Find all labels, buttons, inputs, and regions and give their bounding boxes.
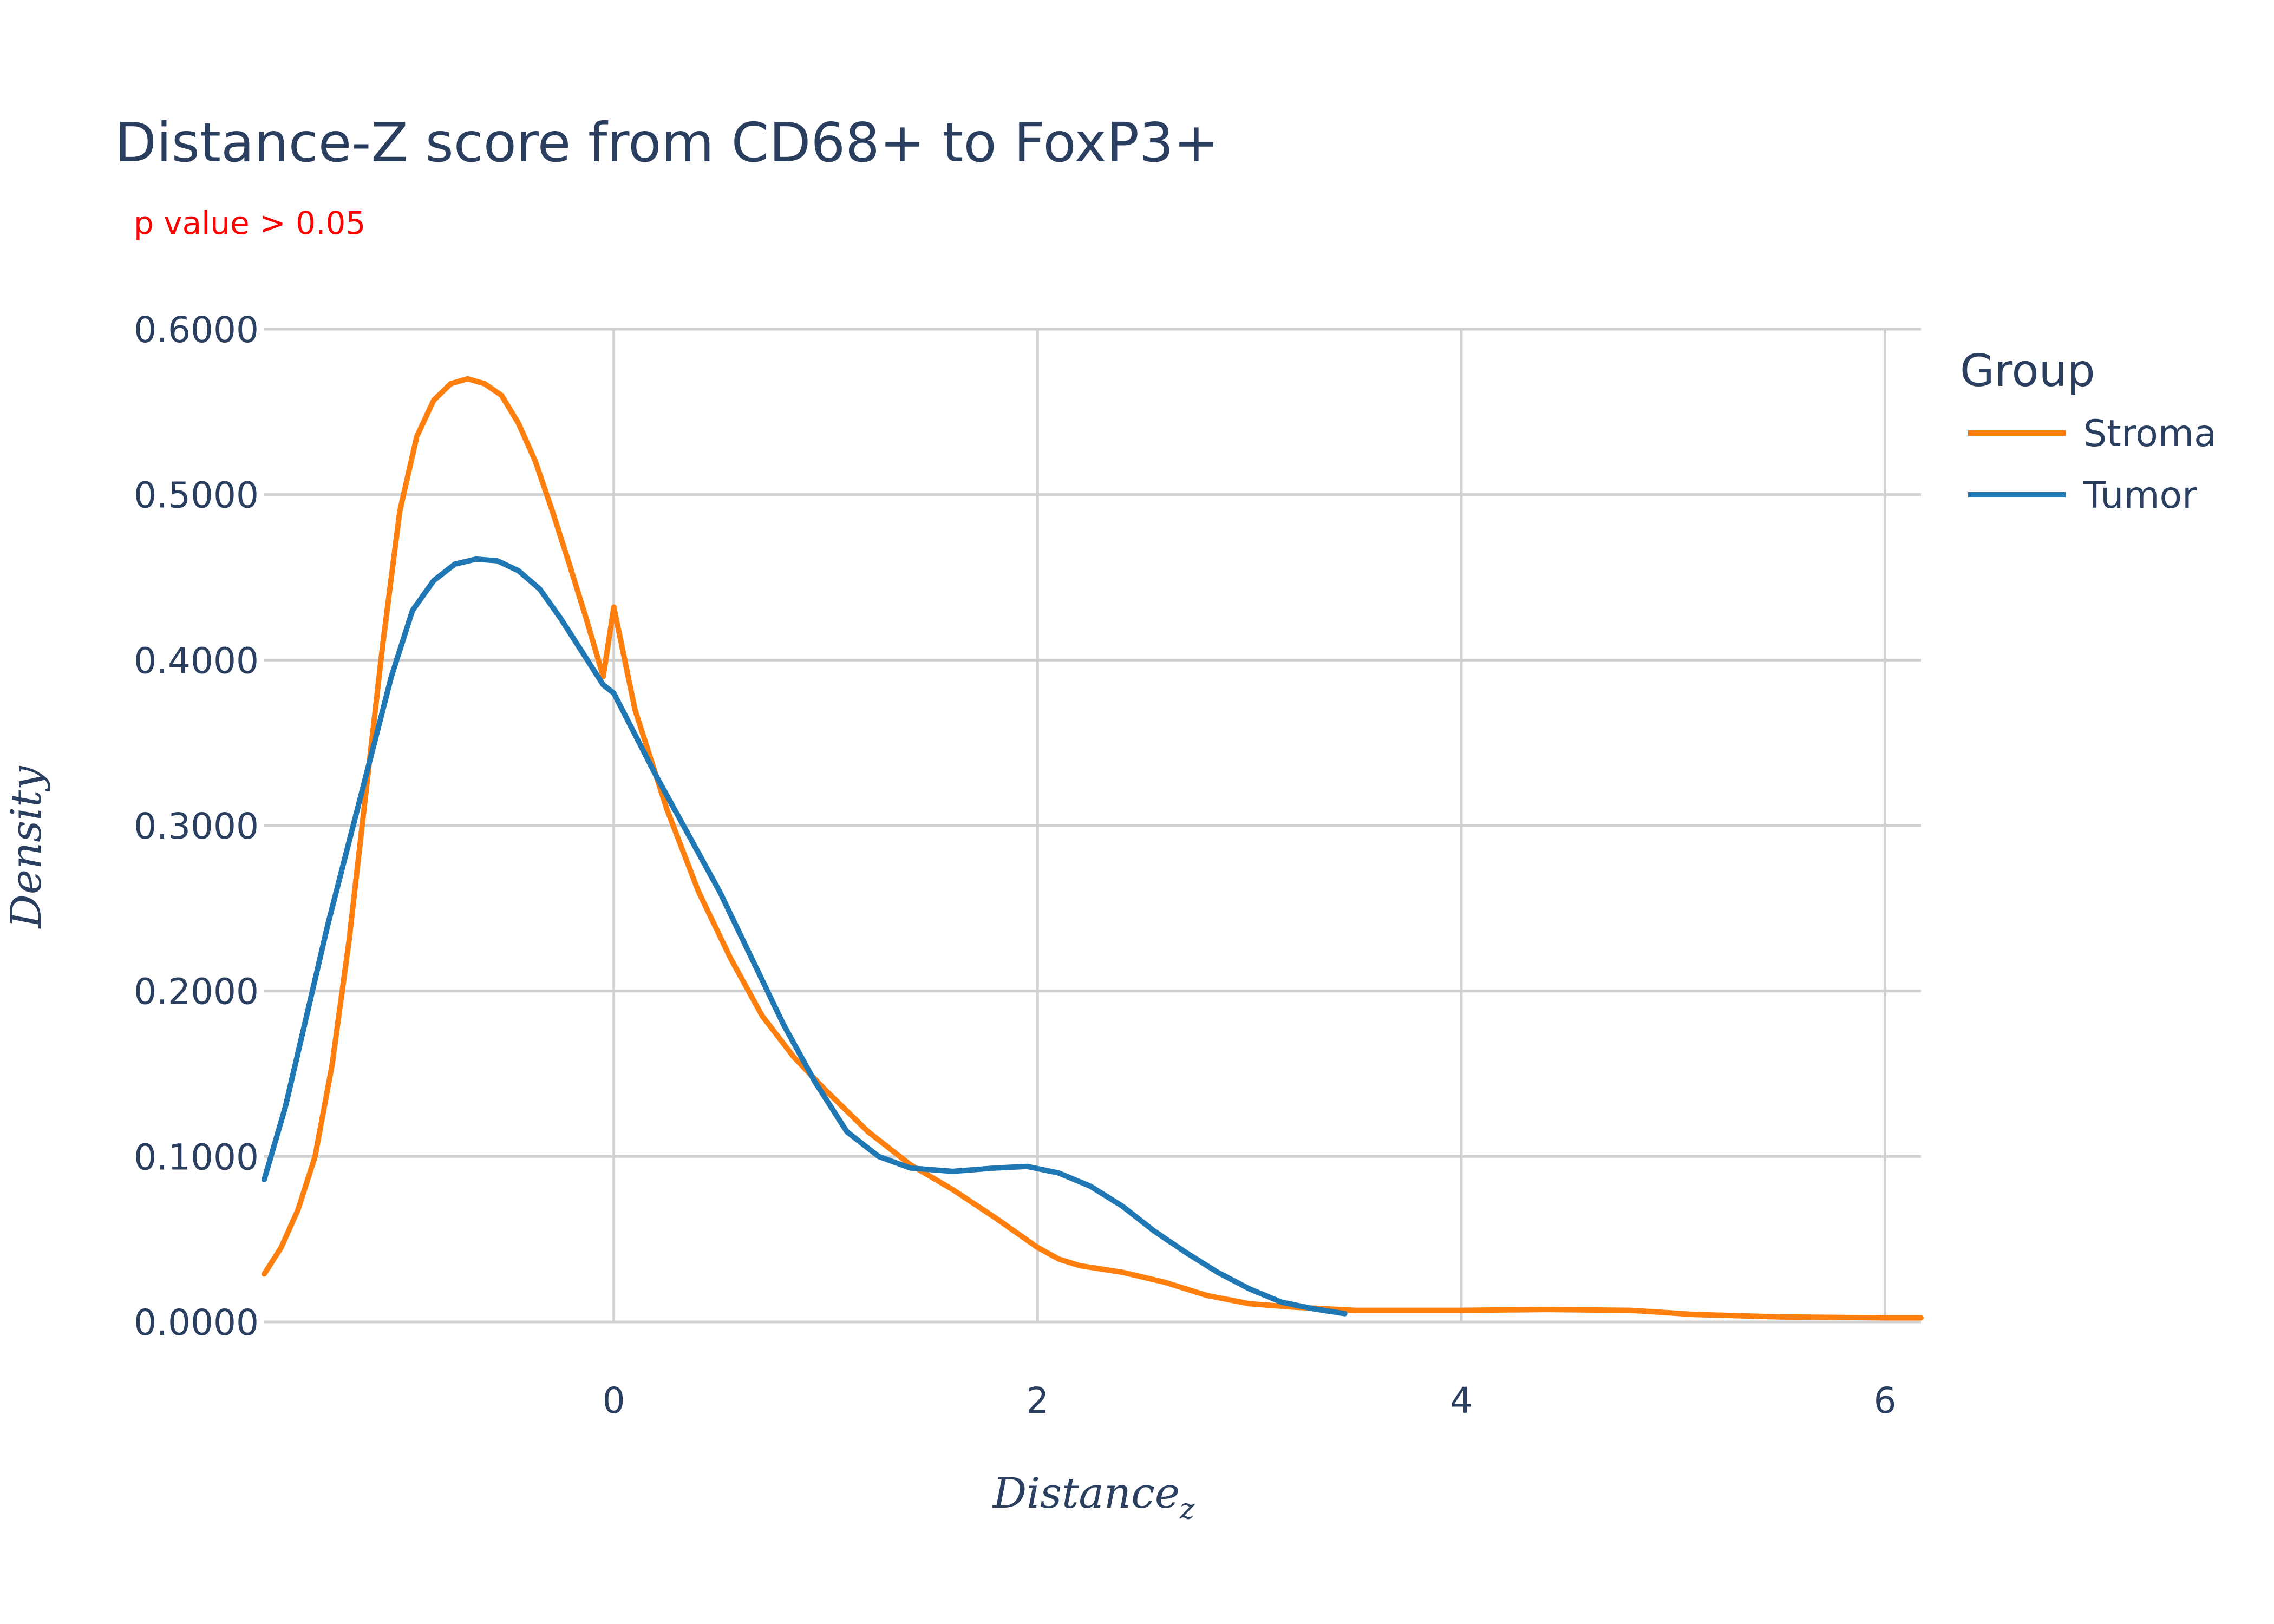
x-axis-ticks: 0 2 4 6 <box>603 1380 1897 1422</box>
y-axis-ticks: 0.0000 0.1000 0.2000 0.3000 0.4000 0.5000 0.60… <box>134 309 259 1344</box>
x-axis-label-main: Distance <box>992 1469 1180 1518</box>
chart-subtitle: p value > 0.05 <box>134 205 365 241</box>
y-tick-label: 0.6000 <box>134 309 259 351</box>
series-line-stroma[interactable] <box>262 376 1924 1321</box>
legend-item-tumor[interactable]: Tumor <box>1968 474 2197 517</box>
chart-title: Distance-Z score from CD68+ to FoxP3+ <box>115 111 1219 174</box>
y-tick-label: 0.5000 <box>134 475 259 516</box>
y-axis-label: Density <box>2 765 51 929</box>
x-tick-label: 4 <box>1450 1380 1473 1422</box>
x-axis-label-subscript: z <box>1179 1493 1195 1525</box>
plot-lines <box>262 376 1924 1321</box>
x-tick-label: 2 <box>1026 1380 1049 1422</box>
x-axis-label: Distancez <box>992 1469 1195 1525</box>
grid-lines <box>264 328 1921 1324</box>
legend-title: Group <box>1960 345 2095 397</box>
x-tick-label: 0 <box>603 1380 625 1422</box>
y-tick-label: 0.4000 <box>134 640 259 682</box>
legend-label-tumor: Tumor <box>2083 474 2197 517</box>
y-tick-label: 0.0000 <box>134 1302 259 1344</box>
legend-label-stroma: Stroma <box>2083 412 2217 455</box>
y-tick-label: 0.3000 <box>134 806 259 847</box>
y-tick-label: 0.1000 <box>134 1136 259 1178</box>
series-line-tumor[interactable] <box>262 556 1348 1317</box>
legend: Group Stroma Tumor <box>1960 345 2217 517</box>
x-tick-label: 6 <box>1873 1380 1896 1422</box>
legend-item-stroma[interactable]: Stroma <box>1968 412 2217 455</box>
y-tick-label: 0.2000 <box>134 971 259 1013</box>
